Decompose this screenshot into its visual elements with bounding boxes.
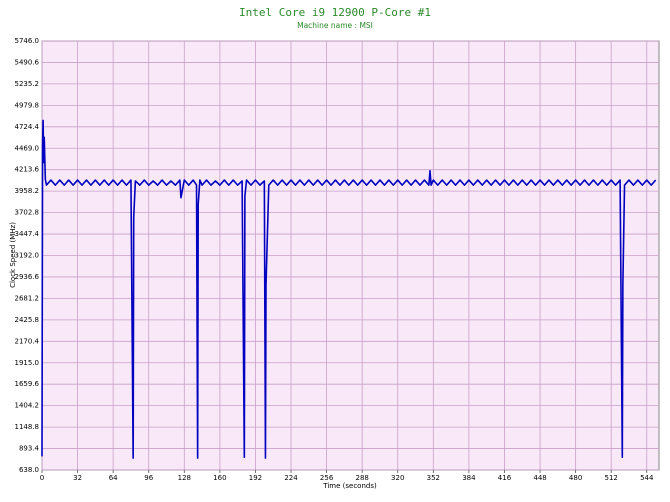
y-tick-label: 5490.6 [15,58,40,66]
y-tick-label: 2681.2 [15,294,40,302]
x-tick-label: 224 [284,474,298,482]
x-tick-label: 448 [533,474,546,482]
marks [41,119,657,459]
series-line [41,119,657,459]
x-tick-label: 288 [355,474,368,482]
y-tick-label: 2936.6 [15,273,40,281]
y-tick-label: 4724.4 [15,123,40,131]
grid: 638.0 893.4 1148.8 1404.2 1659.6 1915.0 2170.4… [15,37,659,482]
y-tick-label: 2425.8 [15,316,40,324]
y-tick-label: 638.0 [19,466,39,474]
x-tick-label: 384 [462,474,476,482]
x-tick-label: 256 [320,474,334,482]
x-tick-label: 64 [109,474,118,482]
x-tick-label: 320 [391,474,404,482]
x-tick-label: 544 [640,474,654,482]
y-tick-label: 1659.6 [15,380,40,388]
y-tick-label: 1148.8 [15,423,40,431]
x-tick-label: 0 [40,474,44,482]
y-tick-label: 893.4 [19,445,40,453]
x-tick-label: 32 [73,474,82,482]
y-tick-label: 2170.4 [15,337,40,345]
x-tick-label: 352 [427,474,440,482]
y-tick-label: 4979.8 [15,101,40,109]
y-tick-label: 1404.2 [15,402,40,410]
y-tick-label: 4213.6 [15,166,40,174]
y-axis-label: Clock Speed (MHz) [9,222,17,288]
y-tick-label: 1915.0 [15,359,40,367]
x-tick-label: 128 [178,474,191,482]
x-tick-label: 96 [144,474,153,482]
x-axis-label: Time (seconds) [322,482,377,490]
x-tick-label: 512 [605,474,618,482]
y-tick-label: 4469.0 [15,144,40,152]
chart-subtitle: Machine name : MSI [297,21,373,30]
y-tick-label: 3447.4 [15,230,40,238]
x-tick-label: 416 [498,474,512,482]
x-tick-label: 160 [213,474,226,482]
x-tick-label: 480 [569,474,582,482]
y-tick-label: 5746.0 [15,37,40,45]
chart-title: Intel Core i9 12900 P-Core #1 [239,6,431,19]
y-tick-label: 5235.2 [15,80,40,88]
y-tick-label: 3192.0 [15,252,40,260]
y-tick-label: 3702.8 [15,209,40,217]
x-tick-label: 192 [249,474,262,482]
y-tick-label: 3958.2 [15,187,40,195]
